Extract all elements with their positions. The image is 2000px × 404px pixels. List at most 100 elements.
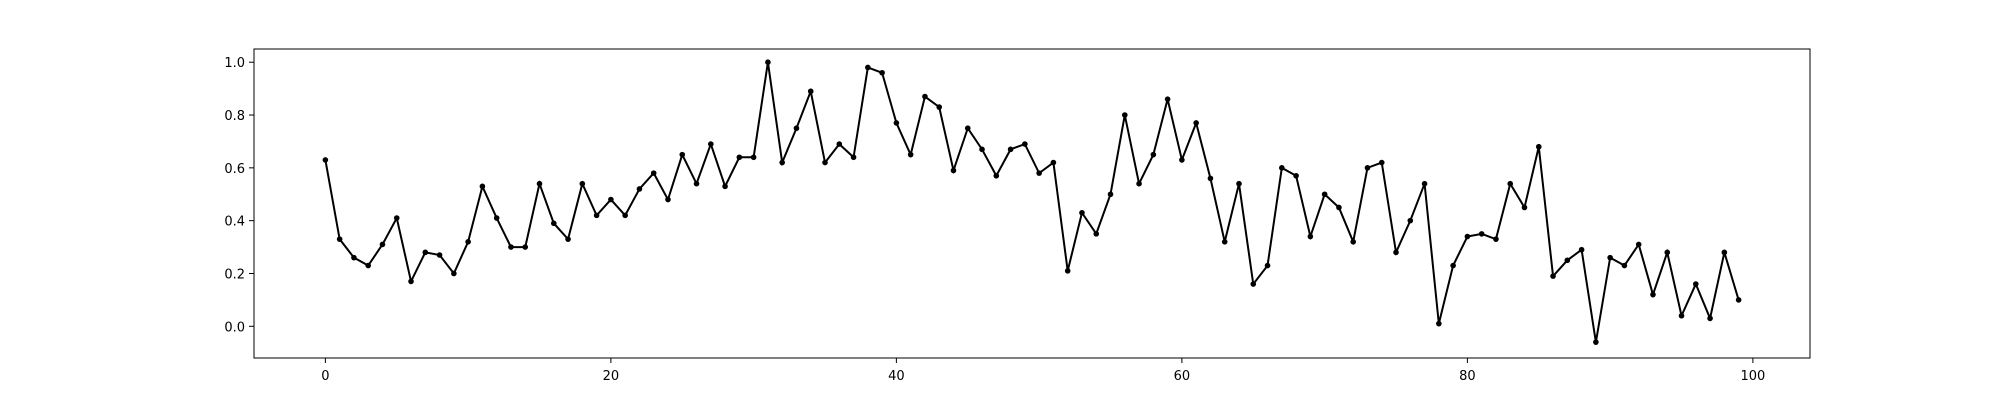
series-line — [324, 62, 1740, 343]
data-point — [522, 244, 529, 250]
data-point — [1707, 315, 1713, 322]
data-point — [1535, 143, 1542, 150]
data-point — [1692, 281, 1699, 287]
y-tick-label: 0.6 — [224, 162, 245, 177]
data-point — [1735, 297, 1742, 303]
data-point — [722, 183, 728, 190]
data-point — [1264, 262, 1271, 269]
data-point — [1464, 233, 1471, 240]
data-point — [1293, 172, 1299, 179]
data-point — [665, 196, 671, 203]
data-point — [322, 157, 329, 163]
data-point — [750, 154, 757, 161]
data-point — [936, 104, 943, 110]
x-tick-label: 40 — [888, 369, 905, 384]
data-point — [1521, 204, 1528, 211]
data-point — [636, 186, 643, 192]
data-point — [1207, 175, 1214, 182]
data-point — [408, 278, 414, 285]
data-point — [679, 151, 686, 158]
data-point — [1650, 291, 1656, 298]
data-point — [793, 125, 800, 132]
data-point — [779, 159, 785, 166]
data-point — [465, 238, 471, 245]
data-point — [1621, 262, 1628, 269]
data-point — [422, 249, 429, 256]
data-point — [1478, 231, 1485, 237]
data-point — [865, 64, 871, 71]
data-point — [736, 154, 743, 161]
data-point — [1635, 241, 1642, 248]
data-point — [979, 146, 985, 153]
data-point — [1079, 209, 1085, 216]
data-point — [622, 212, 628, 219]
data-point — [822, 159, 828, 166]
data-point — [365, 262, 372, 269]
data-point — [1279, 165, 1285, 171]
data-point — [1064, 268, 1071, 274]
x-tick-label: 0 — [321, 369, 329, 384]
data-point — [1493, 236, 1499, 242]
data-point — [1036, 170, 1042, 176]
data-point — [351, 254, 357, 261]
y-axis-ticks: 0.0 0.2 0.4 0.6 0.8 1.0 — [224, 56, 254, 335]
data-point — [565, 236, 571, 242]
data-point — [1193, 120, 1199, 126]
data-point — [1407, 217, 1414, 224]
data-point — [1136, 180, 1142, 187]
y-tick-label: 0.4 — [224, 215, 245, 230]
data-point — [1721, 249, 1728, 256]
data-point — [579, 180, 586, 187]
y-tick-label: 0.0 — [224, 320, 245, 335]
data-point — [1550, 273, 1556, 279]
data-point — [693, 180, 700, 187]
data-point — [1050, 159, 1057, 166]
plot-frame — [253, 48, 1811, 359]
data-point — [922, 93, 928, 100]
data-point — [536, 180, 543, 187]
data-point — [1450, 262, 1456, 269]
data-point — [993, 172, 1000, 179]
data-point — [1421, 180, 1428, 187]
data-point — [1221, 238, 1228, 245]
data-point — [1578, 246, 1585, 253]
data-point — [907, 151, 914, 158]
data-point — [893, 120, 900, 126]
x-axis-ticks: 0 20 40 60 80 100 — [321, 358, 1765, 384]
data-point — [593, 212, 600, 219]
data-point — [1236, 180, 1242, 187]
data-point — [1321, 191, 1328, 198]
data-point — [1164, 96, 1171, 102]
data-point — [1364, 165, 1371, 171]
data-point — [1436, 320, 1442, 327]
data-point — [708, 141, 714, 147]
data-point — [336, 236, 343, 242]
data-point — [1150, 151, 1157, 158]
x-tick-label: 20 — [603, 369, 620, 384]
y-tick-label: 0.8 — [224, 109, 245, 124]
data-point — [765, 59, 771, 66]
data-point — [1678, 312, 1685, 319]
data-point — [1250, 281, 1257, 287]
data-point — [1307, 233, 1314, 240]
data-point — [1393, 249, 1399, 256]
data-point — [964, 125, 971, 132]
data-point — [950, 167, 957, 174]
data-point — [1121, 112, 1128, 118]
data-point — [850, 154, 857, 161]
data-point — [550, 220, 557, 227]
data-point — [393, 215, 400, 221]
data-point — [1107, 191, 1114, 198]
y-tick-label: 0.2 — [224, 267, 245, 282]
plot-area — [254, 49, 1810, 358]
data-point — [1093, 231, 1100, 237]
data-point — [650, 170, 657, 176]
data-point — [1607, 254, 1613, 261]
data-point — [836, 141, 843, 147]
data-point — [436, 252, 443, 258]
data-point — [1022, 141, 1028, 147]
data-point — [807, 88, 814, 95]
x-tick-label: 80 — [1459, 369, 1476, 384]
